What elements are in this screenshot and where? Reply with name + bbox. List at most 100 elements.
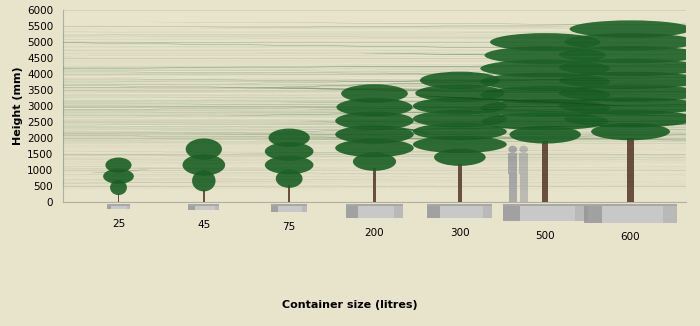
Ellipse shape (0, 112, 700, 120)
Ellipse shape (0, 179, 700, 181)
Ellipse shape (0, 173, 498, 174)
Bar (458, 164, 462, 202)
Ellipse shape (0, 55, 700, 66)
Ellipse shape (330, 65, 700, 68)
Ellipse shape (0, 104, 700, 108)
Ellipse shape (98, 78, 700, 82)
Ellipse shape (0, 71, 700, 75)
Ellipse shape (0, 111, 700, 115)
Ellipse shape (564, 110, 696, 127)
Ellipse shape (0, 58, 700, 73)
Ellipse shape (0, 97, 700, 100)
Ellipse shape (0, 168, 700, 170)
Ellipse shape (0, 134, 700, 140)
Ellipse shape (0, 93, 700, 99)
Ellipse shape (0, 128, 700, 136)
Ellipse shape (0, 178, 700, 180)
Ellipse shape (0, 20, 700, 33)
Ellipse shape (0, 185, 700, 188)
Ellipse shape (0, 126, 700, 135)
Ellipse shape (0, 127, 700, 136)
Ellipse shape (0, 173, 700, 178)
Ellipse shape (0, 170, 700, 176)
Ellipse shape (508, 146, 517, 153)
Ellipse shape (0, 177, 700, 179)
Ellipse shape (0, 151, 700, 153)
Ellipse shape (0, 28, 700, 33)
Ellipse shape (0, 107, 700, 114)
Ellipse shape (341, 84, 408, 103)
Ellipse shape (0, 87, 700, 91)
Ellipse shape (0, 122, 700, 130)
Ellipse shape (434, 149, 486, 166)
Ellipse shape (0, 115, 700, 122)
Ellipse shape (0, 173, 700, 176)
Ellipse shape (0, 124, 700, 128)
Ellipse shape (0, 91, 700, 100)
Ellipse shape (0, 161, 700, 162)
Ellipse shape (0, 168, 700, 170)
Ellipse shape (0, 109, 700, 114)
Ellipse shape (570, 20, 692, 38)
Ellipse shape (0, 87, 700, 94)
Ellipse shape (0, 87, 700, 95)
Ellipse shape (0, 129, 700, 135)
Ellipse shape (0, 144, 700, 146)
Ellipse shape (0, 59, 700, 69)
Ellipse shape (0, 173, 700, 179)
Ellipse shape (0, 97, 700, 101)
Ellipse shape (83, 116, 700, 119)
Ellipse shape (0, 101, 700, 104)
Ellipse shape (110, 180, 127, 195)
Ellipse shape (0, 128, 700, 139)
Ellipse shape (0, 153, 581, 158)
Ellipse shape (0, 189, 700, 193)
Ellipse shape (0, 61, 700, 68)
Ellipse shape (0, 139, 700, 147)
Ellipse shape (0, 135, 700, 139)
Ellipse shape (0, 174, 700, 177)
Ellipse shape (0, 87, 700, 97)
Ellipse shape (0, 127, 700, 133)
Ellipse shape (0, 81, 700, 86)
Ellipse shape (0, 119, 700, 124)
Ellipse shape (0, 100, 700, 110)
Ellipse shape (0, 75, 700, 85)
Ellipse shape (0, 174, 700, 177)
Ellipse shape (284, 120, 700, 132)
Ellipse shape (0, 64, 700, 69)
Ellipse shape (0, 145, 700, 152)
Ellipse shape (0, 132, 700, 140)
Ellipse shape (0, 68, 700, 78)
Ellipse shape (0, 158, 700, 160)
Ellipse shape (0, 55, 700, 68)
Ellipse shape (0, 134, 700, 146)
Ellipse shape (0, 158, 700, 162)
Ellipse shape (0, 180, 700, 186)
Ellipse shape (0, 103, 700, 111)
Ellipse shape (0, 126, 700, 132)
Ellipse shape (0, 104, 700, 109)
Ellipse shape (0, 85, 700, 98)
Ellipse shape (0, 65, 700, 68)
Ellipse shape (0, 166, 700, 169)
Ellipse shape (0, 139, 700, 145)
Ellipse shape (0, 133, 700, 136)
Ellipse shape (0, 62, 700, 69)
Ellipse shape (0, 157, 700, 162)
Ellipse shape (0, 105, 700, 114)
Ellipse shape (0, 106, 700, 110)
Ellipse shape (0, 70, 700, 76)
Ellipse shape (0, 62, 700, 71)
Ellipse shape (0, 105, 700, 113)
Ellipse shape (0, 124, 700, 134)
Ellipse shape (0, 97, 700, 106)
Ellipse shape (0, 91, 700, 98)
Ellipse shape (0, 112, 700, 115)
Ellipse shape (0, 76, 700, 84)
Ellipse shape (0, 132, 700, 137)
Ellipse shape (359, 67, 700, 70)
Ellipse shape (0, 153, 700, 156)
Ellipse shape (0, 158, 700, 161)
Ellipse shape (0, 153, 700, 157)
